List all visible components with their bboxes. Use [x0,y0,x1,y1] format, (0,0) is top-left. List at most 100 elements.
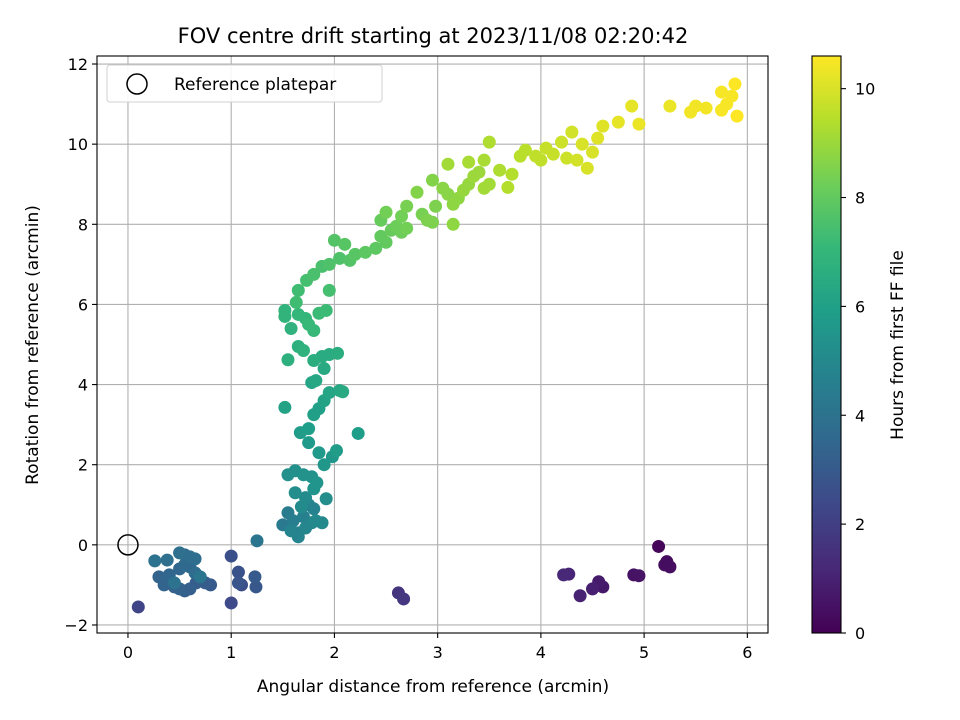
data-point [309,374,323,388]
data-point [658,558,672,572]
data-point [302,436,316,450]
data-point [319,492,333,506]
data-point [338,237,352,251]
data-point [278,303,292,317]
colorbar-tick-label: 10 [855,80,875,99]
data-point [307,323,321,337]
data-point [482,177,496,191]
data-point [518,143,532,157]
data-point [284,524,298,538]
data-point [358,245,372,259]
data-point [249,580,263,594]
data-point [534,153,548,167]
x-tick-label: 4 [536,643,546,662]
data-point [284,321,298,335]
data-point [410,185,424,199]
data-point [152,570,166,584]
data-point [493,163,507,177]
data-point [575,137,589,151]
data-point [397,592,411,606]
data-point [441,157,455,171]
colorbar-ticks: 0 2 4 6 8 10 [841,80,875,643]
x-axis-label: Angular distance from reference (arcmin) [257,677,609,697]
data-point [586,145,600,159]
y-tick-label: 6 [78,295,88,314]
data-point [560,151,574,165]
data-point [429,199,443,213]
data-point [689,99,703,113]
colorbar-tick-label: 6 [855,297,865,316]
data-point [546,147,560,161]
data-point [307,267,321,281]
data-point [591,131,605,145]
legend-entry: Reference platepar [174,75,336,95]
colorbar-label: Hours from first FF file [888,250,908,440]
data-point [586,582,600,596]
data-point [224,596,238,610]
data-point [224,549,238,563]
data-point [291,283,305,297]
x-tick-label: 6 [742,643,752,662]
data-point [302,422,316,436]
data-point [322,283,336,297]
data-point [400,199,414,213]
data-point [307,502,321,516]
data-point [400,221,414,235]
y-tick-label: 8 [78,215,88,234]
colorbar-tick-label: 4 [855,406,865,425]
data-point [725,89,739,103]
y-tick-label: 2 [78,456,88,475]
data-point [289,295,303,309]
y-tick-label: 4 [78,376,88,395]
colorbar-tick-label: 8 [855,189,865,208]
data-point [663,99,677,113]
colorbar-tick-label: 0 [855,624,865,643]
data-point [317,362,331,376]
data-point [477,153,491,167]
data-point [351,426,365,440]
grid [97,56,768,633]
data-points [131,77,744,614]
data-point [231,565,245,579]
data-point [286,514,300,528]
data-point [160,553,174,567]
data-point [317,458,331,472]
data-point [570,153,584,167]
data-point [611,115,625,129]
data-point [555,135,569,149]
data-point [596,119,610,133]
colorbar-tick-label: 2 [855,515,865,534]
data-point [312,446,326,460]
data-point [580,161,594,175]
data-point [462,155,476,169]
data-point [278,400,292,414]
data-point [730,109,744,123]
data-point [426,173,439,187]
data-point [728,77,742,91]
data-point [299,491,313,505]
data-point [288,486,302,500]
data-point [505,167,519,181]
data-point [193,570,207,584]
data-point [327,233,341,247]
colorbar-frame [811,55,842,634]
y-tick-label: 10 [68,135,88,154]
data-point [315,516,329,530]
legend: Reference platepar [106,64,383,103]
x-tick-label: 3 [433,643,443,662]
y-axis-label: Rotation from reference (arcmin) [23,205,43,485]
data-point [319,303,333,317]
data-point [167,576,181,590]
data-point [281,353,295,367]
data-point [632,569,646,583]
data-point [652,539,666,553]
data-point [501,180,515,194]
data-point [322,257,336,271]
data-point [379,235,393,249]
data-point [482,135,496,149]
data-point [307,354,321,368]
data-point [441,187,455,201]
reference-platepar-marker [117,534,139,556]
data-point [557,568,571,582]
